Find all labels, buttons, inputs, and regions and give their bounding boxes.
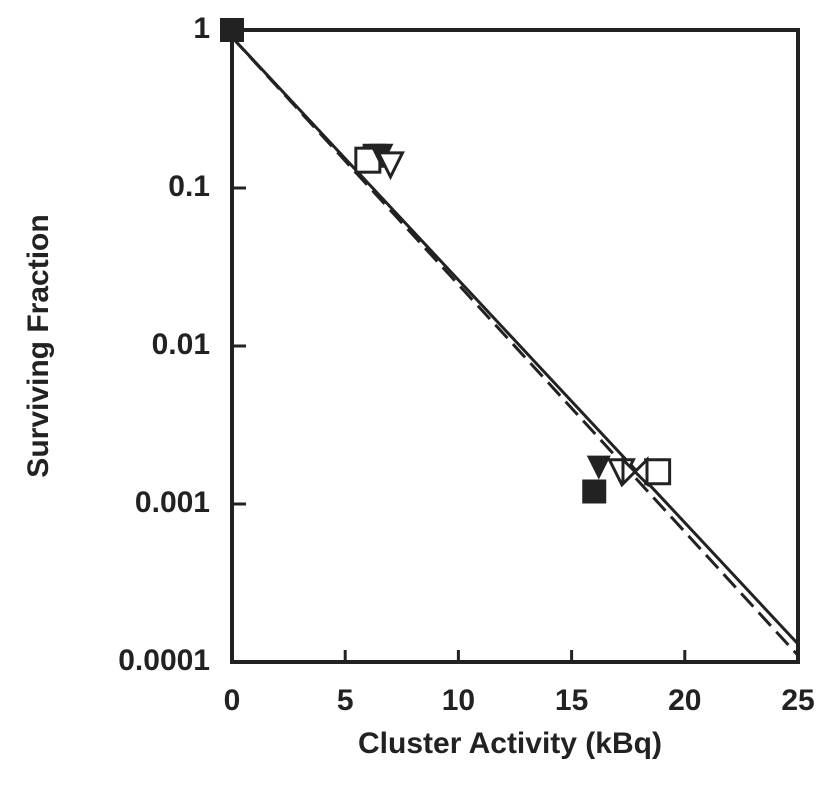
y-tick-label: 0.001 (135, 486, 210, 519)
data-point (220, 18, 244, 42)
x-tick-label: 20 (668, 684, 701, 717)
y-tick-label: 0.1 (168, 170, 210, 203)
y-tick-label: 0.01 (152, 328, 210, 361)
y-tick-label: 0.0001 (118, 644, 210, 677)
x-axis-title: Cluster Activity (kBq) (358, 727, 662, 760)
data-point (586, 455, 611, 480)
fit-line (230, 36, 800, 646)
data-point (621, 456, 649, 488)
x-tick-label: 5 (337, 684, 354, 717)
data-point (582, 479, 607, 504)
y-axis-title: Surviving Fraction (22, 214, 55, 477)
x-tick-label: 0 (224, 684, 241, 717)
x-tick-label: 10 (442, 684, 475, 717)
fit-line (230, 36, 800, 657)
data-point (376, 151, 405, 181)
x-tick-label: 25 (781, 684, 814, 717)
y-tick-label: 1 (193, 12, 210, 45)
x-tick-label: 15 (555, 684, 588, 717)
data-point (644, 458, 672, 486)
